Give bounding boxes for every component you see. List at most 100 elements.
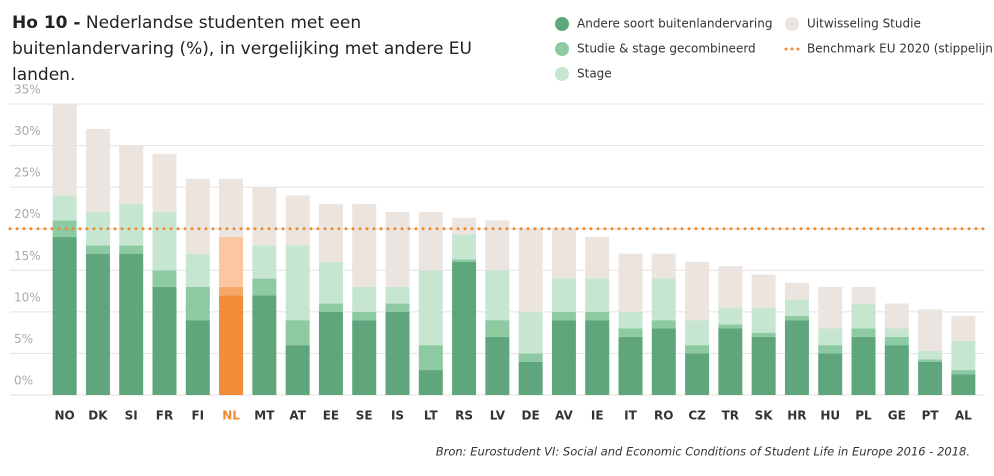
bar-segment xyxy=(718,307,743,325)
bar-segment xyxy=(485,270,510,321)
x-tick-label: SE xyxy=(356,409,373,423)
legend-label: Stage xyxy=(577,67,612,81)
bar-segment xyxy=(818,345,843,354)
x-tick-label: TR xyxy=(722,409,739,423)
bar-segment xyxy=(951,374,976,395)
bar-segment xyxy=(718,324,743,329)
bar-segment xyxy=(85,128,110,213)
bar-segment xyxy=(585,237,610,279)
bar-segment xyxy=(285,195,310,246)
bar-segment xyxy=(851,303,876,329)
bar-segment xyxy=(551,228,576,279)
bar-segment xyxy=(651,253,676,279)
x-tick-label: MT xyxy=(254,409,275,423)
bar-segment xyxy=(119,203,144,246)
chart-title: Ho 10 - Nederlandse studenten met een bu… xyxy=(12,10,502,88)
bar-segment xyxy=(418,370,443,395)
bar-segment xyxy=(618,328,643,337)
source: Bron: Eurostudent VI: Social and Economi… xyxy=(436,445,970,459)
bar-segment xyxy=(751,332,776,337)
bar-segment xyxy=(352,203,377,287)
bar-segment xyxy=(551,278,576,312)
bar-segment xyxy=(551,320,576,395)
x-tick-label: RO xyxy=(654,409,673,423)
x-tick-label: FI xyxy=(191,409,204,423)
bar-segment xyxy=(452,217,477,235)
bar-segment xyxy=(352,320,377,395)
x-tick-label: GE xyxy=(888,409,906,423)
x-tick-label: SI xyxy=(125,409,138,423)
bar-segment xyxy=(951,340,976,371)
y-tick-label: 35% xyxy=(14,83,41,97)
x-tick-label: EE xyxy=(323,409,339,423)
bar-segment xyxy=(185,320,210,395)
bar-segment xyxy=(851,286,876,304)
bar-segment xyxy=(452,261,477,395)
bar-segment xyxy=(252,187,277,246)
x-tick-label: AV xyxy=(555,409,573,423)
x-tick-label: PL xyxy=(855,409,872,423)
bar-segment xyxy=(818,286,843,329)
bar-segment xyxy=(418,270,443,346)
x-tick-label: PT xyxy=(922,409,940,423)
bar-segment xyxy=(751,336,776,395)
legend-label: Uitwisseling Studie xyxy=(807,17,921,31)
bar-segment xyxy=(285,320,310,346)
bar-segment xyxy=(119,245,144,254)
bar-segment xyxy=(918,361,943,395)
bar-segment xyxy=(951,370,976,375)
legend-swatch xyxy=(555,17,569,31)
bar-segment xyxy=(918,309,943,351)
y-tick-label: 15% xyxy=(14,249,41,263)
bar-segment xyxy=(784,299,809,317)
y-tick-label: 10% xyxy=(14,290,41,304)
x-tick-label: LV xyxy=(490,409,506,423)
bar-segment xyxy=(618,336,643,395)
bar-segment xyxy=(185,253,210,287)
bar-segment xyxy=(318,261,343,304)
bar-segment xyxy=(518,228,543,312)
bar-segment xyxy=(185,286,210,321)
bar-segment xyxy=(784,316,809,321)
bar-segment xyxy=(52,237,77,395)
bar-segment xyxy=(618,311,643,329)
bar-segment xyxy=(651,320,676,329)
x-tick-label: SK xyxy=(755,409,774,423)
bar-segment xyxy=(585,278,610,312)
y-tick-label: 20% xyxy=(14,207,41,221)
bar-segment xyxy=(219,178,244,238)
bar-segment xyxy=(485,320,510,337)
legend-label: Andere soort buitenlandervaring xyxy=(577,17,773,31)
bar-segment xyxy=(352,286,377,312)
bar-segment xyxy=(252,245,277,279)
x-tick-label: HU xyxy=(820,409,840,423)
bar-segment xyxy=(418,345,443,371)
x-tick-label: AL xyxy=(955,409,972,423)
bar-segment xyxy=(318,303,343,312)
bar-segment xyxy=(52,104,77,196)
legend-label: Benchmark EU 2020 (stippelijn) xyxy=(807,42,994,56)
y-tick-label: 30% xyxy=(14,124,41,138)
x-tick-label: IT xyxy=(624,409,637,423)
bar-segment xyxy=(918,359,943,362)
bar-segment xyxy=(252,278,277,296)
bar-segment xyxy=(518,353,543,362)
bar-segment xyxy=(585,311,610,321)
bar-segment xyxy=(784,320,809,395)
bar-segment xyxy=(452,259,477,262)
x-tick-label: FR xyxy=(156,409,173,423)
bar-segment xyxy=(152,212,177,271)
bar-segment xyxy=(85,253,110,395)
bar-segment xyxy=(651,328,676,395)
legend-label: Studie & stage gecombineerd xyxy=(577,42,756,56)
bar-segment xyxy=(352,311,377,321)
x-tick-label: CZ xyxy=(688,409,706,423)
title-label: Ho 10 - xyxy=(12,13,81,33)
bar-segment xyxy=(751,307,776,333)
bar-segment xyxy=(884,345,909,395)
y-tick-label: 25% xyxy=(14,166,41,180)
bar-segment xyxy=(252,295,277,395)
bar-segment xyxy=(119,253,144,395)
bar-segment xyxy=(418,212,443,271)
